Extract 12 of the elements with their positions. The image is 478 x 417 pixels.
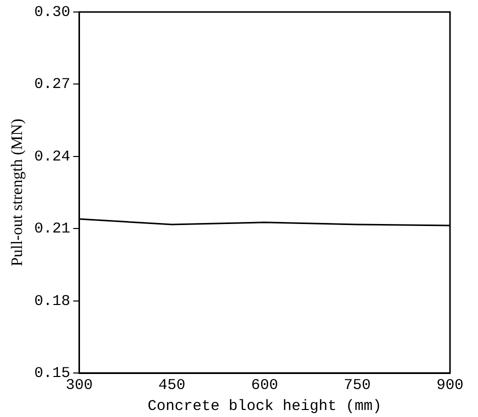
y-axis-title: Pull-out strength (MN) <box>8 118 26 266</box>
x-tick-label: 600 <box>251 376 278 394</box>
x-tick-label: 900 <box>436 376 464 394</box>
y-tick-label: 0.18 <box>34 292 70 310</box>
y-tick-label: 0.21 <box>34 220 70 238</box>
x-tick-label: 750 <box>344 376 371 394</box>
x-tick-label: 450 <box>158 376 186 394</box>
x-axis-title: Concrete block height (mm) <box>148 398 382 415</box>
y-tick-label: 0.24 <box>34 148 70 166</box>
y-tick-label: 0.27 <box>34 76 70 94</box>
y-tick-label: 0.30 <box>34 4 70 21</box>
x-tick-label: 300 <box>66 376 93 394</box>
